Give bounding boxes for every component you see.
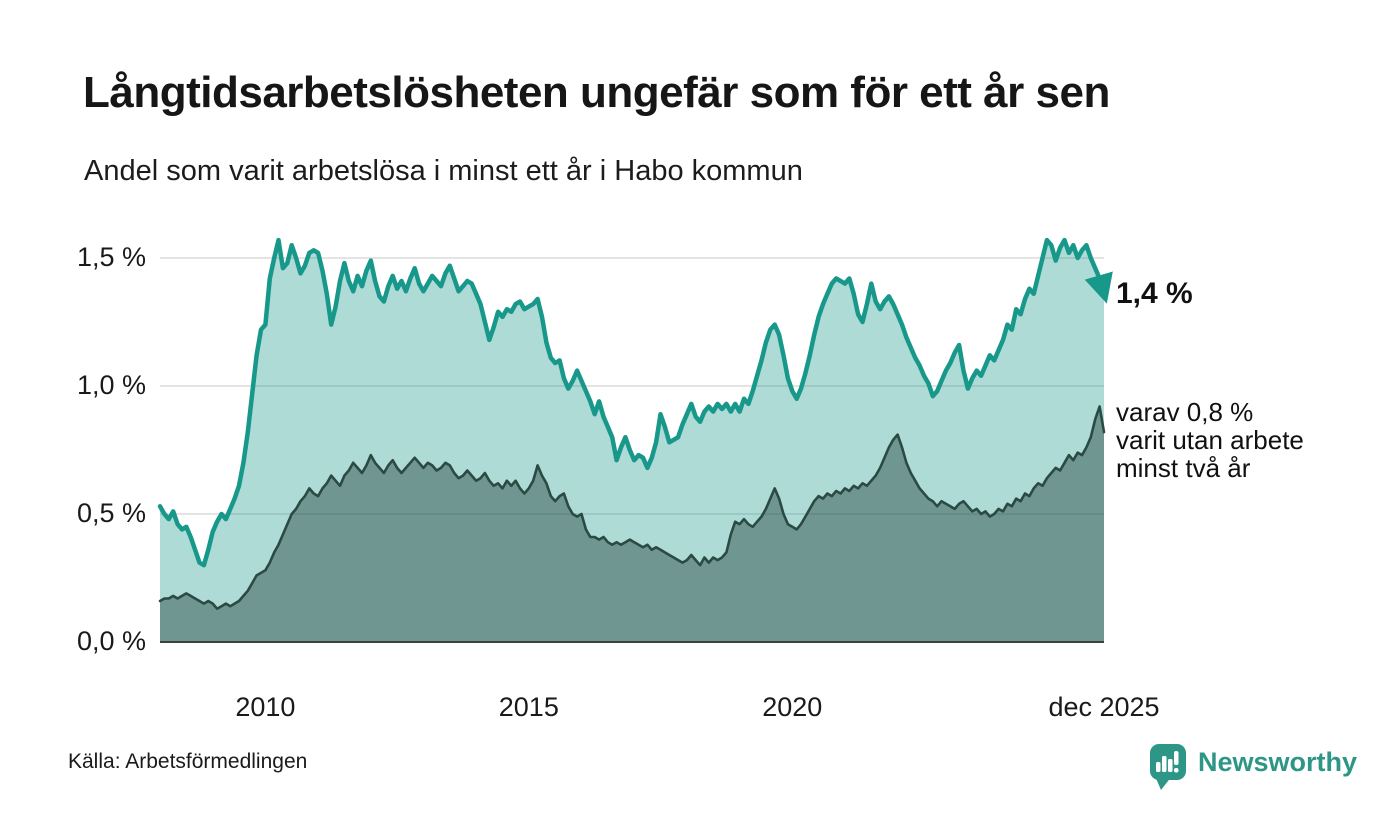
logo-bar-tall — [1162, 756, 1167, 772]
logo-bar-medium — [1168, 759, 1173, 772]
series1-area — [160, 240, 1104, 642]
newsworthy-logo-text: Newsworthy — [1198, 747, 1358, 777]
logo-exclamation-stem — [1174, 751, 1179, 765]
annotation-line: minst två år — [1116, 453, 1251, 484]
page-subtitle: Andel som varit arbetslösa i minst ett å… — [84, 155, 803, 187]
page-title: Långtidsarbetslösheten ungefär som för e… — [83, 68, 1110, 117]
series2-end-annotation: varav 0,8 % varit utan arbete minst två … — [1116, 398, 1304, 482]
y-tick-label: 0,0 % — [76, 626, 146, 656]
source-note: Källa: Arbetsförmedlingen — [68, 750, 308, 773]
annotation-line: varav 0,8 % — [1116, 397, 1254, 428]
x-tick-label: dec 2025 — [1048, 692, 1160, 722]
y-tick-label: 0,5 % — [76, 498, 146, 528]
x-tick-label: 2015 — [498, 692, 559, 722]
x-tick-label: 2010 — [235, 692, 296, 722]
logo-exclamation-dot — [1174, 768, 1179, 773]
series1-line — [157, 237, 1113, 568]
x-tick-label: 2020 — [762, 692, 823, 722]
y-tick-label: 1,5 % — [76, 242, 146, 272]
y-tick-label: 1,0 % — [76, 370, 146, 400]
series2-line — [158, 405, 1106, 610]
logo-bar-small — [1156, 762, 1161, 772]
series1-end-value-label: 1,4 % — [1116, 276, 1193, 310]
annotation-line: varit utan arbete — [1116, 425, 1304, 456]
series2-area — [160, 406, 1104, 642]
newsworthy-logo-icon — [1150, 744, 1186, 790]
newsworthy-logo: Newsworthy — [1148, 742, 1357, 792]
